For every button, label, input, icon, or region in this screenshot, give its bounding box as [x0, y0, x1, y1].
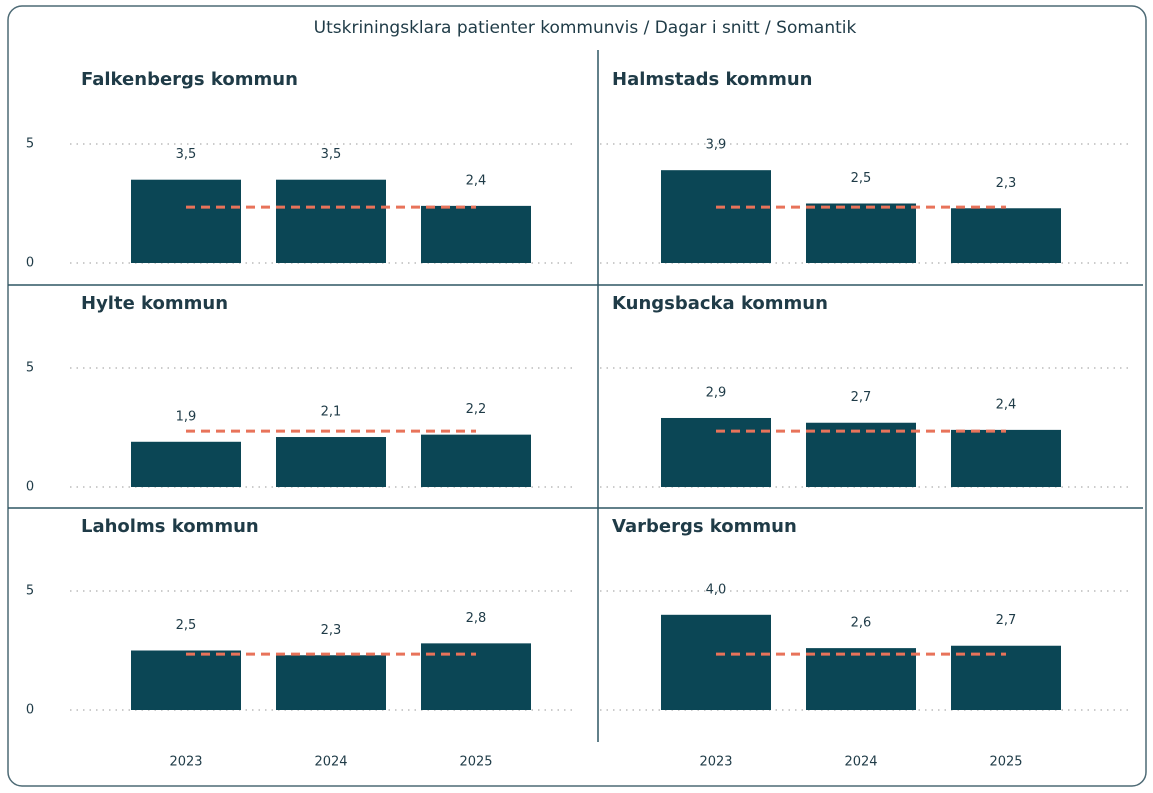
y-tick-label: 0 [26, 703, 34, 718]
y-tick-label: 5 [26, 584, 34, 599]
panel-title: Falkenbergs kommun [81, 69, 298, 90]
panel-title: Kungsbacka kommun [612, 293, 828, 314]
x-tick-label: 2024 [314, 755, 347, 770]
panel-title: Varbergs kommun [612, 516, 797, 537]
bar [806, 203, 916, 263]
bar [131, 650, 241, 710]
x-tick-label: 2023 [699, 755, 732, 770]
panel-title: Hylte kommun [81, 293, 228, 314]
bar [806, 648, 916, 710]
bar [806, 422, 916, 487]
bar [276, 655, 386, 710]
value-label: 2,5 [851, 171, 872, 186]
value-label: 2,3 [321, 623, 342, 638]
bar [276, 437, 386, 487]
x-tick-label: 2025 [989, 755, 1022, 770]
y-tick-label: 0 [26, 480, 34, 495]
value-label: 3,9 [706, 138, 727, 153]
value-label: 2,6 [851, 616, 872, 631]
bar [421, 205, 531, 263]
bar [276, 179, 386, 263]
x-tick-label: 2025 [459, 755, 492, 770]
value-label: 2,3 [996, 176, 1017, 191]
value-label: 2,7 [851, 390, 872, 405]
value-label: 3,5 [176, 147, 197, 162]
value-label: 2,7 [996, 613, 1017, 628]
value-label: 2,9 [706, 385, 727, 400]
value-label: 2,4 [996, 397, 1017, 412]
bar [951, 208, 1061, 263]
x-tick-label: 2024 [844, 755, 877, 770]
panel-title: Laholms kommun [81, 516, 259, 537]
y-tick-label: 5 [26, 361, 34, 376]
value-label: 3,5 [321, 147, 342, 162]
bar [951, 645, 1061, 710]
y-tick-label: 5 [26, 137, 34, 152]
value-label: 1,9 [176, 409, 197, 424]
value-label: 2,4 [466, 173, 487, 188]
value-label: 2,8 [466, 611, 487, 626]
bar [131, 179, 241, 263]
bar [661, 417, 771, 487]
bar [661, 614, 771, 710]
value-label: 2,5 [176, 618, 197, 633]
chart-title: Utskriningsklara patienter kommunvis / D… [314, 18, 857, 38]
x-tick-label: 2023 [169, 755, 202, 770]
bar [661, 170, 771, 263]
value-label: 2,2 [466, 402, 487, 417]
value-label: 4,0 [706, 582, 727, 597]
bar [421, 434, 531, 487]
panel-title: Halmstads kommun [612, 69, 812, 90]
bar [131, 441, 241, 487]
bar [951, 429, 1061, 487]
y-tick-label: 0 [26, 256, 34, 271]
value-label: 2,1 [321, 405, 342, 420]
